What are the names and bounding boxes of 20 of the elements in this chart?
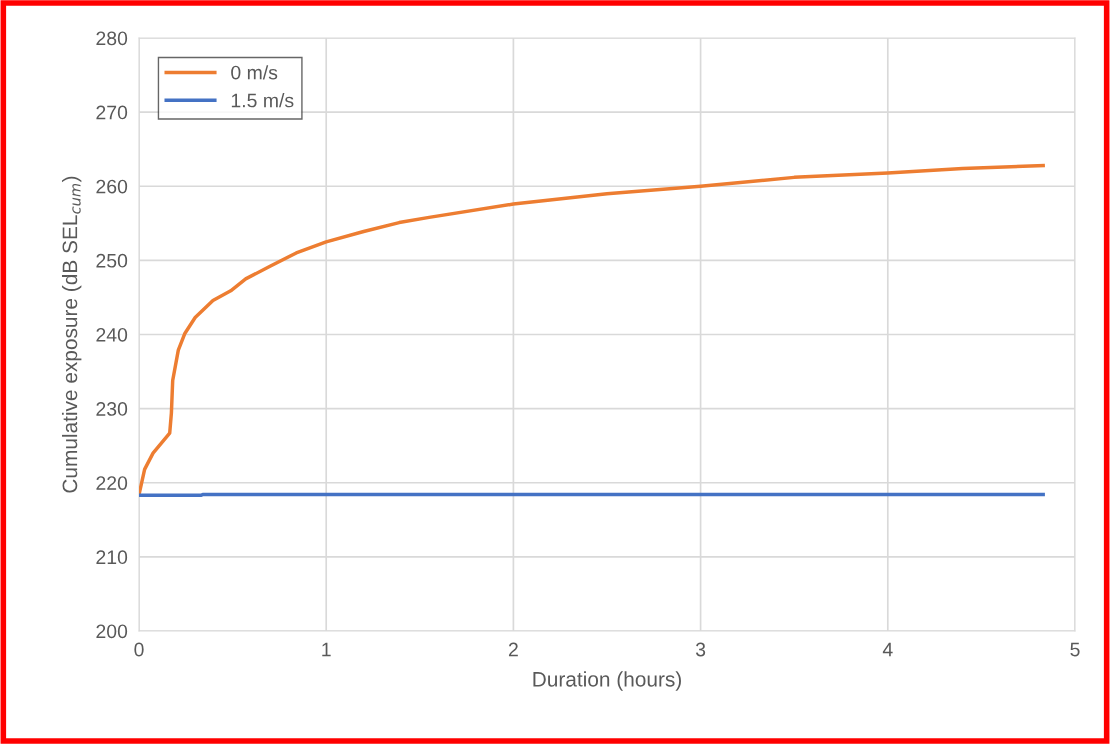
legend-label: 1.5 m/s — [231, 93, 294, 108]
x-tick-label: 3 — [695, 642, 706, 657]
y-tick-label: 280 — [96, 31, 128, 46]
legend-label: 0 m/s — [231, 65, 278, 80]
y-tick-label: 240 — [96, 327, 128, 342]
y-tick-label: 220 — [96, 476, 128, 490]
y-tick-label: 230 — [96, 402, 128, 416]
line-series — [139, 163, 1045, 497]
y-tick-label: 250 — [96, 253, 128, 268]
x-tick-label: 5 — [1070, 642, 1080, 657]
y-tick-label: 270 — [96, 105, 128, 120]
y-tick-label: 210 — [96, 550, 128, 565]
y-tick-label: 200 — [96, 624, 128, 639]
x-tick-label: 2 — [508, 642, 518, 657]
x-tick-label: 4 — [882, 642, 893, 657]
x-tick-label: 0 — [134, 642, 144, 657]
x-tick-label: 1 — [322, 642, 331, 657]
y-axis-title: Cumulative exposure (dB SEL$_{cum}$) — [61, 176, 82, 493]
x-axis-title: Duration (hours) — [533, 671, 681, 691]
y-tick-label: 260 — [96, 179, 128, 194]
